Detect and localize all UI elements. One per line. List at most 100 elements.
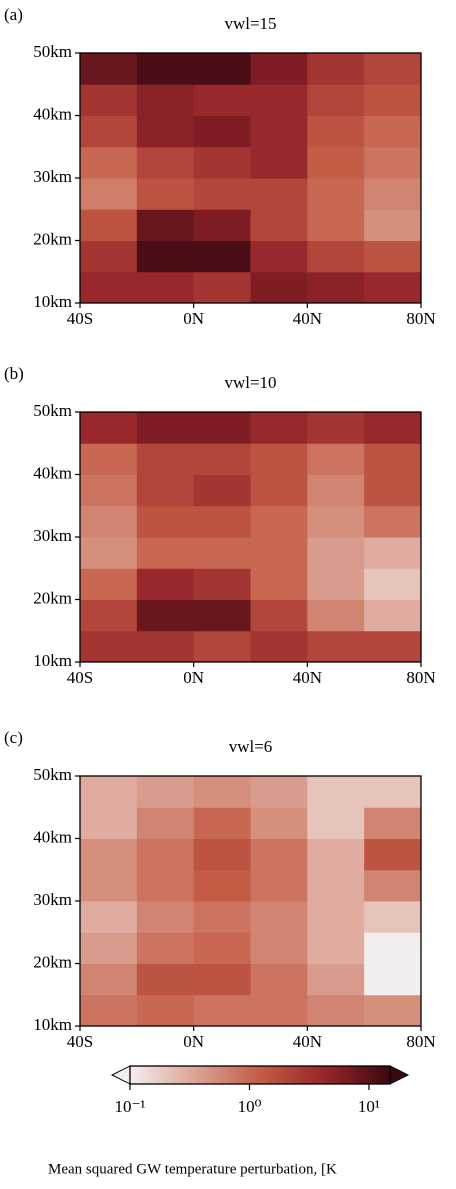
colorbar-step <box>182 1066 187 1084</box>
heat-cell <box>364 412 422 444</box>
colorbar-step <box>359 1066 365 1084</box>
heat-cell <box>136 115 195 148</box>
colorbar-step <box>364 1066 369 1084</box>
heat-cell <box>136 240 195 273</box>
y-tick-label: 10km <box>33 651 72 670</box>
x-tick-label: 0N <box>183 1032 204 1051</box>
x-tick-label: 80N <box>406 309 435 328</box>
colorbar-tick-label: 10⁰ <box>238 1097 262 1116</box>
colorbar-step <box>195 1066 200 1084</box>
x-tick-label: 40S <box>67 1032 93 1051</box>
heat-cell <box>307 412 365 444</box>
heat-cell <box>193 932 251 964</box>
heat-cell <box>307 932 365 964</box>
colorbar-step <box>169 1066 174 1084</box>
heat-cell <box>307 240 365 273</box>
heat-cell <box>250 115 308 148</box>
colorbar-step <box>377 1066 382 1084</box>
heat-cell <box>193 474 251 507</box>
colorbar-step <box>303 1066 309 1084</box>
heat-cell <box>307 443 365 475</box>
heat-cell <box>193 807 251 839</box>
heat-cell <box>193 209 251 241</box>
colorbar-step <box>299 1066 304 1084</box>
heat-cell <box>250 505 308 538</box>
heat-cell <box>364 776 422 808</box>
heat-cell <box>364 209 422 241</box>
heat-cell <box>307 84 365 116</box>
heat-cell <box>307 146 365 179</box>
heat-cell <box>80 932 138 964</box>
heat-cell <box>136 599 195 632</box>
colorbar-frame <box>129 1065 391 1085</box>
heat-cell <box>364 599 422 632</box>
heat-cell <box>136 869 195 902</box>
panel-label: (a) <box>4 5 23 24</box>
heat-cell <box>80 443 138 475</box>
x-tick-label: 80N <box>406 1032 435 1051</box>
colorbar-step <box>134 1066 140 1084</box>
heat-cell <box>250 568 308 600</box>
heat-cell <box>250 963 308 996</box>
y-tick-label: 20km <box>33 588 72 607</box>
heat-cell <box>364 115 422 148</box>
heat-cell <box>250 807 308 839</box>
x-tick-label: 0N <box>183 309 204 328</box>
y-tick-label: 20km <box>33 229 72 248</box>
heat-cell <box>193 505 251 538</box>
heat-cell <box>307 630 365 663</box>
heat-cell <box>364 994 422 1027</box>
heat-cell <box>250 537 308 569</box>
colorbar-step <box>273 1066 278 1084</box>
colorbar-step <box>177 1066 183 1084</box>
heat-cell <box>193 630 251 663</box>
heat-cell <box>364 630 422 663</box>
heat-cell <box>193 838 251 871</box>
colorbar-step <box>143 1066 148 1084</box>
heat-cell <box>136 537 195 569</box>
heat-cell <box>136 443 195 475</box>
heat-cell <box>364 505 422 538</box>
heat-cell <box>136 630 195 663</box>
heat-cell <box>307 505 365 538</box>
heat-cell <box>364 901 422 933</box>
heat-cell <box>80 209 138 241</box>
heat-cell <box>80 537 138 569</box>
heat-cell <box>307 178 365 210</box>
colorbar-step <box>294 1066 300 1084</box>
chart-title: vwl=15 <box>224 14 276 33</box>
colorbar-step <box>151 1066 157 1084</box>
heat-cell <box>80 240 138 273</box>
heat-cell <box>250 838 308 871</box>
heat-cell <box>136 505 195 538</box>
heat-cell <box>136 412 195 444</box>
heat-cell <box>307 53 365 85</box>
heat-cell <box>193 115 251 148</box>
heat-cell <box>364 963 422 996</box>
heat-cell <box>136 209 195 241</box>
heat-cell <box>307 963 365 996</box>
heat-cell <box>136 776 195 808</box>
heat-cell <box>80 838 138 871</box>
heat-cell <box>80 412 138 444</box>
heat-cell <box>307 537 365 569</box>
colorbar-step <box>251 1066 257 1084</box>
colorbar-step <box>221 1066 226 1084</box>
heat-cell <box>136 568 195 600</box>
heat-cell <box>80 84 138 116</box>
heat-cell <box>307 271 365 304</box>
heat-cell <box>193 869 251 902</box>
heat-cell <box>80 115 138 148</box>
heat-cell <box>364 443 422 475</box>
heat-cell <box>307 838 365 871</box>
colorbar-step <box>368 1066 374 1084</box>
heat-cell <box>307 568 365 600</box>
colorbar-step <box>325 1066 330 1084</box>
heat-cell <box>364 178 422 210</box>
colorbar-step <box>156 1066 161 1084</box>
heat-cell <box>193 271 251 304</box>
heat-cell <box>364 838 422 871</box>
heat-cell <box>307 599 365 632</box>
heat-cell <box>193 443 251 475</box>
y-tick-label: 50km <box>33 42 72 61</box>
